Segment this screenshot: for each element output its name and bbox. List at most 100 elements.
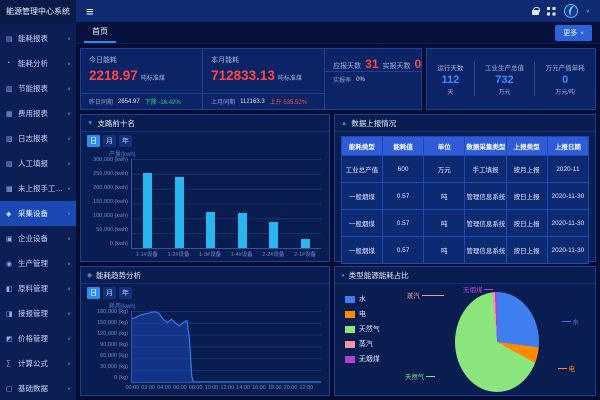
bar-item <box>289 159 320 248</box>
axis-tick: 0 (kwh) <box>109 241 128 247</box>
more-button[interactable]: 更多 ∨ <box>555 24 592 41</box>
bar-chart: 300,000 (kwh) 250,000 (kwh) 200,000 (kwh) 1… <box>81 157 329 261</box>
legend-item[interactable]: 电 <box>344 309 399 319</box>
energy-report-icon: ▤ <box>6 35 13 43</box>
line-path <box>132 312 321 382</box>
data-table: 能耗类型 能耗值 单位 数据采集类型 上报类型 上报日期 工业总产值 600 万元 手工填报 按月… <box>340 136 590 264</box>
sidebar-item[interactable]: ◩ 价格管理 ∨ <box>0 326 76 351</box>
chevron-down-icon: ∨ <box>66 286 71 291</box>
sidebar-item-label: 原料管理 <box>18 284 48 293</box>
stats-row: 今日能耗 2218.97 吨标准煤 昨日同期 2654.97 下降 -16.42% <box>80 48 596 110</box>
side-stat: 运行天数 112 天 <box>437 62 463 96</box>
tab-日[interactable]: 日 <box>87 287 100 299</box>
pie-slice-label: 电 <box>556 363 576 373</box>
stat-label: 应报天数 <box>333 63 362 70</box>
table-cell: 吨 <box>423 209 466 237</box>
section-header: ▲ 数据上报情况 <box>334 115 595 132</box>
sidebar-item-label: 价格管理 <box>18 334 48 343</box>
main-area: ≡ ∨ 首页 更多 ∨ 今日能耗 <box>76 0 600 400</box>
menu-toggle-icon[interactable]: ≡ <box>86 3 94 19</box>
bar-item <box>195 159 226 248</box>
side-stat: 万元产值单耗 0 万元/吨 <box>546 62 585 96</box>
table-cell: 一般烟煤 <box>340 209 384 237</box>
middle-row: ▼ 支路前十名 日月年 产量(kwh) 300,000 (kwh) 250,000… <box>80 114 596 264</box>
tab-年[interactable]: 年 <box>119 287 132 299</box>
axis-tick: 300,000 (kwh) <box>93 157 128 163</box>
table-cell: 管理信息系统 <box>464 236 507 264</box>
axis-tick: 2-2#设备 <box>262 252 285 258</box>
sidebar-item[interactable]: ◨ 接报管理 ∨ <box>0 301 76 326</box>
chevron-down-icon: ∨ <box>66 386 71 391</box>
table-row: 一般烟煤 0.57 吨管理信息系统 按日上报 2020-11-30 <box>340 209 590 237</box>
table-cell: 吨 <box>423 182 466 210</box>
avatar[interactable] <box>563 4 578 18</box>
sidebar-item-label: 接报管理 <box>18 309 48 318</box>
legend-item[interactable]: 蒸汽 <box>344 339 399 349</box>
table-cell: 一般烟煤 <box>340 236 384 264</box>
sidebar-item-label: 费用报表 <box>18 109 48 118</box>
lock-icon[interactable] <box>531 7 540 15</box>
axis-tick: 30,000 (kg) <box>100 364 128 370</box>
line-yticks: 180,000 (kg) 150,000 (kg) 120,000 (kg) 90,0… <box>83 309 131 381</box>
tab-日[interactable]: 日 <box>87 135 100 147</box>
material-icon: ◧ <box>6 285 13 293</box>
stat-value: 732 <box>495 74 514 86</box>
sidebar-item-label: 日志报表 <box>18 134 48 143</box>
pie-slice-label: 无烟煤 <box>463 284 496 294</box>
line-chart-card: ◆ 能耗趋势分析 日月年 耗用(kwh) 180,000 (kg) 150,000… <box>80 266 330 396</box>
table-cell: 吨 <box>423 236 466 264</box>
axis-tick: 0 (kg) <box>113 375 128 381</box>
tab-月[interactable]: 月 <box>103 135 116 147</box>
axis-tick: 1-4#设备 <box>230 252 253 258</box>
table-cell: 按月上报 <box>505 155 548 183</box>
line-chart-tabs: 日月年 <box>81 284 329 300</box>
topbar-actions: ∨ <box>531 4 590 18</box>
report-icon: ▲ <box>340 119 348 127</box>
column-header: 能耗类型 <box>340 136 384 156</box>
manual-entry-icon: ▩ <box>6 185 13 193</box>
axis-tick: 250,000 (kwh) <box>93 171 128 177</box>
legend-item[interactable]: 天然气 <box>344 324 399 334</box>
sidebar-item[interactable]: ▦ 费用报表 ∨ <box>0 101 76 126</box>
grid-dots <box>546 6 551 10</box>
sidebar-item[interactable]: ▧ 日志报表 ∨ <box>0 126 76 151</box>
axis-tick: 20:00 <box>283 385 298 391</box>
sidebar-item[interactable]: ◉ 生产管理 ∨ <box>0 251 76 276</box>
sidebar-item[interactable]: ▤ 能耗报表 ∨ <box>0 26 76 51</box>
tab-home[interactable]: 首页 <box>84 22 116 43</box>
bar-chart-card: ▼ 支路前十名 日月年 产量(kwh) 300,000 (kwh) 250,000… <box>80 114 330 262</box>
bar <box>269 221 279 248</box>
sidebar-item[interactable]: ▢ 基础数据 ∨ <box>0 376 76 400</box>
sidebar-item[interactable]: ▩ 未上报手工录入∨ <box>0 176 76 201</box>
legend-label: 电 <box>358 311 366 318</box>
kpi-today: 今日能耗 2218.97 吨标准煤 昨日同期 2654.97 下降 -16.42% <box>81 49 204 109</box>
tab-月[interactable]: 月 <box>103 287 116 299</box>
sidebar-item-label: 基础数据 <box>18 384 48 393</box>
report-manage-icon: ◨ <box>6 310 13 318</box>
sidebar-item[interactable]: ∑ 计算公式 ∨ <box>0 351 76 376</box>
sub-label: 上月同期 <box>211 100 236 106</box>
trend-up-label: 上升 535.52% <box>269 100 308 106</box>
sidebar-item[interactable]: ▥ 节能报表 ∨ <box>0 76 76 101</box>
stat-unit: 万元 <box>498 90 511 96</box>
sidebar-item[interactable]: ▣ 企业设备 ∨ <box>0 226 76 251</box>
axis-tick: 120,000 (kg) <box>97 331 128 337</box>
sidebar-item[interactable]: ◔ 能耗分析 ∨ <box>0 51 76 76</box>
chevron-down-icon: ∨ <box>66 336 71 341</box>
axis-tick: 200,000 (kwh) <box>93 185 128 191</box>
legend-item[interactable]: 无烟煤 <box>344 354 399 364</box>
legend-label: 天然气 <box>358 326 380 333</box>
chevron-down-icon[interactable]: ∨ <box>585 9 590 14</box>
axis-tick: 10:00 <box>204 385 219 391</box>
legend-item[interactable]: 水 <box>344 294 399 304</box>
chevron-down-icon: ∨ <box>66 86 71 91</box>
stat-unit: 吨标准煤 <box>277 76 302 82</box>
apps-grid-icon[interactable] <box>546 6 556 16</box>
sidebar-item[interactable]: ▨ 人工填报 ∨ <box>0 151 76 176</box>
table-row: 一般烟煤 0.57 吨管理信息系统 按日上报 2020-11-30 <box>340 182 590 210</box>
sidebar-item[interactable]: ◈ 采集设备 ∨ <box>0 201 76 226</box>
sidebar-item[interactable]: ◧ 原料管理 ∨ <box>0 276 76 301</box>
bar <box>174 177 184 248</box>
pie-chart-card: ◕ 类型能源能耗占比 水电天然气 蒸汽 无烟煤 水电天然气 蒸汽 无烟煤 <box>333 266 596 396</box>
tab-年[interactable]: 年 <box>119 135 132 147</box>
